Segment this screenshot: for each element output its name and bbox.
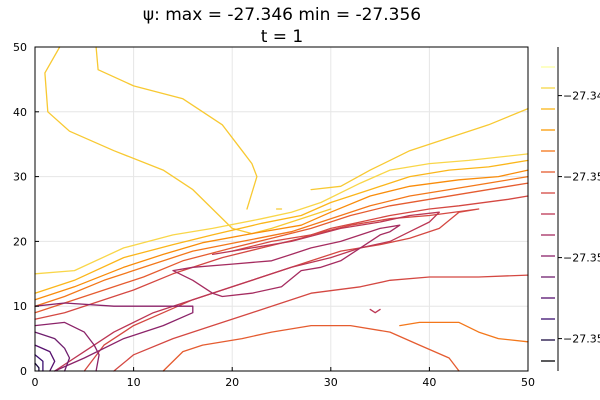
contour-line-19 bbox=[399, 321, 529, 343]
x-axis-ticks: 0 10 20 30 40 50 bbox=[32, 367, 535, 389]
colorbar-tick-label-2: −27.35 bbox=[563, 252, 600, 265]
x-tick-label-4: 40 bbox=[422, 376, 436, 389]
y-tick-label-3: 30 bbox=[13, 171, 27, 184]
contour-line-14 bbox=[34, 321, 100, 372]
x-tick-label-5: 50 bbox=[521, 376, 535, 389]
contour-line-17 bbox=[34, 354, 44, 372]
x-tick-label-3: 30 bbox=[324, 376, 338, 389]
contour-line-10 bbox=[83, 208, 480, 372]
contour-line-11 bbox=[54, 211, 440, 372]
chart-title-line2: t = 1 bbox=[261, 27, 304, 47]
x-tick-label-2: 20 bbox=[225, 376, 239, 389]
colorbar-tick-label-3: −27.35 bbox=[563, 333, 600, 346]
y-tick-label-5: 50 bbox=[13, 41, 27, 54]
colorbar-tick-label-1: −27.35 bbox=[563, 171, 600, 184]
contour-line-4 bbox=[34, 159, 529, 294]
y-tick-label-1: 10 bbox=[13, 300, 27, 313]
contour-line-13 bbox=[34, 302, 194, 372]
contour-line-15 bbox=[34, 331, 71, 372]
contour-line-0 bbox=[44, 46, 332, 235]
contour-line-18 bbox=[34, 362, 40, 372]
contour-line-9 bbox=[113, 274, 529, 372]
x-tick-label-1: 10 bbox=[127, 376, 141, 389]
contour-line-1 bbox=[95, 46, 258, 210]
contour-line-2 bbox=[310, 107, 529, 191]
contour-line-16 bbox=[34, 344, 56, 372]
contour-line-21 bbox=[369, 308, 381, 314]
contour-line-6 bbox=[34, 175, 529, 307]
y-tick-label-4: 40 bbox=[13, 106, 27, 119]
contour-line-5 bbox=[34, 169, 529, 301]
colorbar: −27.34 −27.35 −27.35 −27.35 bbox=[541, 47, 600, 371]
x-tick-label-0: 0 bbox=[32, 376, 39, 389]
plot-frame bbox=[34, 46, 529, 372]
contour-line-7 bbox=[34, 182, 529, 314]
contour-line-20 bbox=[162, 324, 460, 372]
y-tick-label-0: 0 bbox=[20, 365, 27, 378]
contour-lines bbox=[34, 46, 529, 372]
contour-line-12 bbox=[172, 224, 401, 298]
colorbar-tick-label-0: −27.34 bbox=[563, 90, 600, 103]
chart-title-line1: ψ: max = -27.346 min = -27.356 bbox=[143, 5, 421, 25]
y-axis-ticks: 0 10 20 30 40 50 bbox=[13, 41, 39, 378]
contour-line-3 bbox=[34, 153, 529, 275]
y-tick-label-2: 20 bbox=[13, 235, 27, 248]
